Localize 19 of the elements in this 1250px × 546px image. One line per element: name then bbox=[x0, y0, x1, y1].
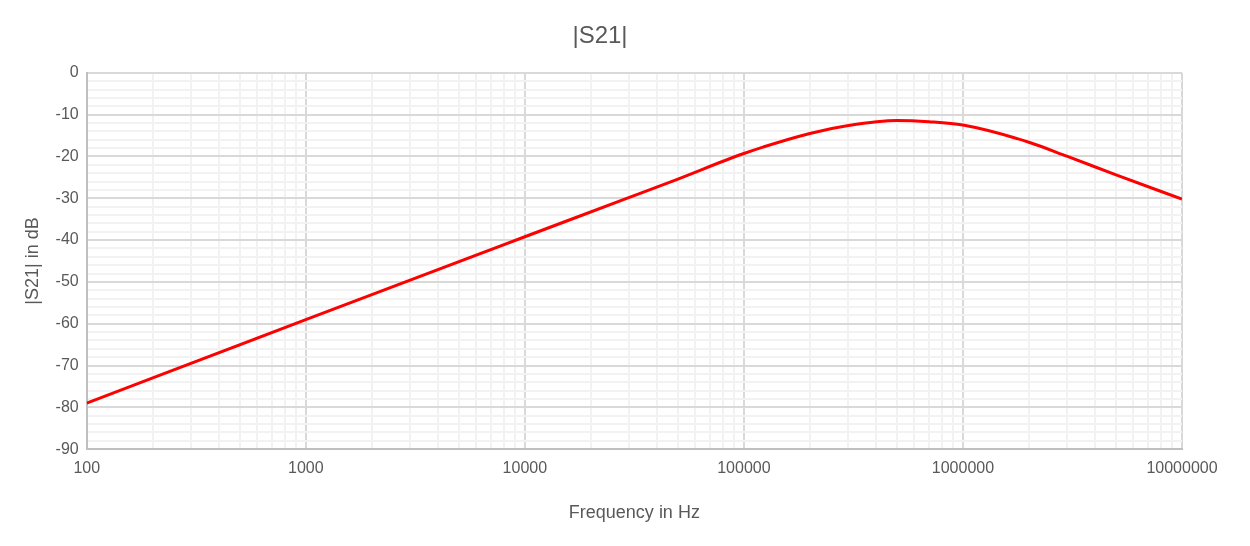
y-tick-label: 0 bbox=[69, 63, 79, 81]
x-tick-label: 1000000 bbox=[931, 459, 995, 477]
y-tick-label: -80 bbox=[55, 397, 79, 415]
y-tick-label: -70 bbox=[55, 355, 79, 373]
x-tick-label: 100000 bbox=[717, 459, 771, 477]
y-tick-label: -60 bbox=[55, 314, 79, 332]
y-tick-label: -50 bbox=[55, 272, 79, 290]
y-tick-label: -90 bbox=[55, 439, 79, 457]
x-axis-title: Frequency in Hz bbox=[568, 502, 700, 523]
y-tick-label: -10 bbox=[55, 105, 79, 123]
y-tick-label: -30 bbox=[55, 188, 79, 206]
x-tick-label: 10000 bbox=[502, 459, 548, 477]
y-tick-label: -20 bbox=[55, 146, 79, 164]
x-tick-label: 10000000 bbox=[1146, 459, 1218, 477]
x-tick-label: 1000 bbox=[287, 459, 324, 477]
chart-title: |S21| bbox=[572, 21, 628, 49]
x-tick-label: 100 bbox=[73, 459, 101, 477]
y-axis-title: |S21| in dB bbox=[21, 217, 42, 305]
y-tick-label: -40 bbox=[55, 230, 79, 248]
